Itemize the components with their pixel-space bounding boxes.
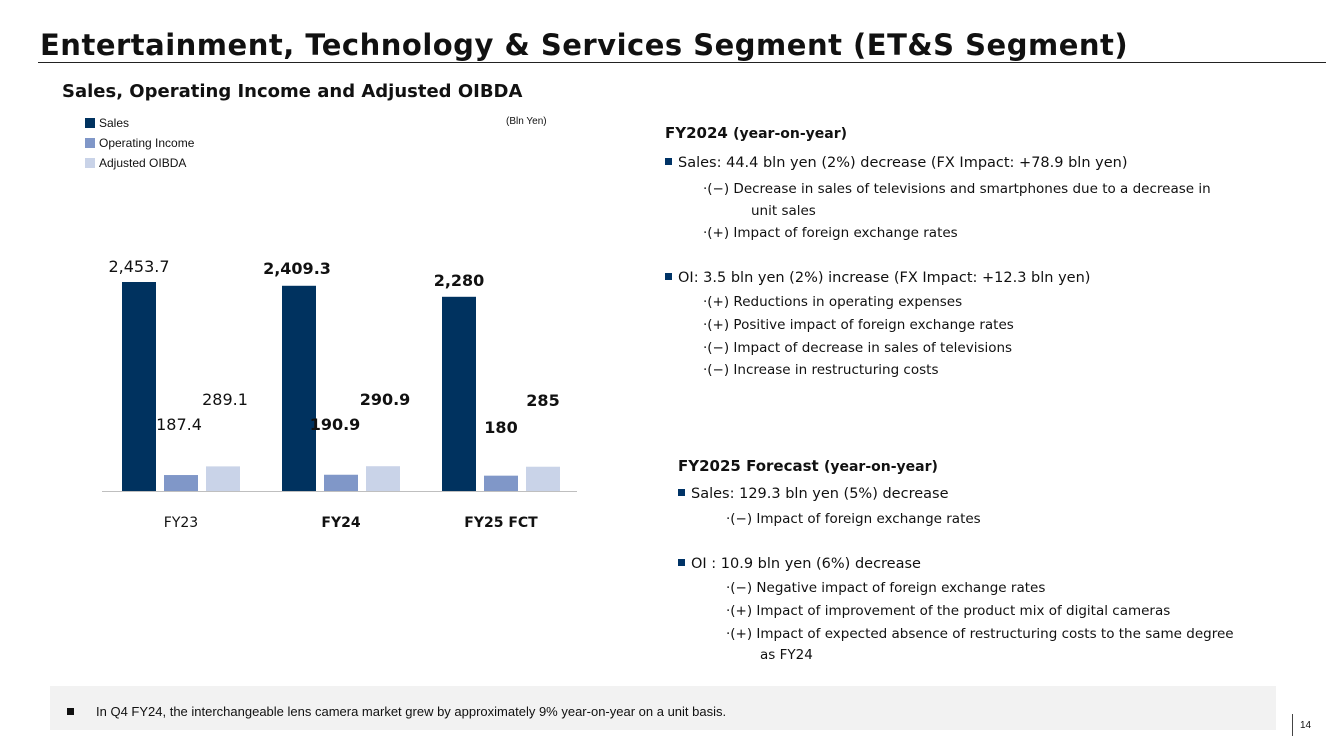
bar-operating-income-fy23	[164, 475, 198, 491]
data-label-operating-income-fy25-fct: 180	[484, 418, 517, 437]
legend-label-operating-income: Operating Income	[99, 136, 195, 150]
page-title: Entertainment, Technology & Services Seg…	[40, 28, 1129, 62]
legend-item-adjusted-oibda: Adjusted OIBDA	[85, 156, 186, 170]
data-label-operating-income-fy24: 190.9	[310, 415, 361, 434]
bar-adjusted-oibda-fy25-fct	[526, 466, 560, 491]
fy2024-sales-item-2: ·(+) Impact of foreign exchange rates	[703, 225, 958, 241]
legend-label-adjusted-oibda: Adjusted OIBDA	[99, 156, 187, 170]
data-label-adjusted-oibda-fy24: 290.9	[360, 390, 411, 409]
fy2025-sales-text: Sales: 129.3 bln yen (5%) decrease	[691, 486, 949, 502]
legend-swatch-sales	[85, 118, 95, 128]
fy2025-oi-bullet: OI : 10.9 bln yen (6%) decrease	[678, 556, 921, 572]
fy2025-heading: FY2025 Forecast (year-on-year)	[678, 457, 938, 475]
fy2024-heading: FY2024 (year-on-year)	[665, 124, 847, 142]
data-label-adjusted-oibda-fy23: 289.1	[202, 390, 248, 409]
data-label-sales-fy23: 2,453.7	[108, 257, 169, 276]
footer-note: In Q4 FY24, the interchangeable lens cam…	[96, 704, 727, 719]
footer-note-box	[50, 686, 1276, 730]
fy2024-oi-bullet: OI: 3.5 bln yen (2%) increase (FX Impact…	[665, 270, 1090, 286]
x-tick-label-fy24: FY24	[321, 515, 360, 531]
fy2025-sales-bullet: Sales: 129.3 bln yen (5%) decrease	[678, 486, 949, 502]
bullet-square-icon	[678, 489, 685, 496]
fy2024-oi-text: OI: 3.5 bln yen (2%) increase (FX Impact…	[678, 270, 1091, 286]
bar-adjusted-oibda-fy24	[366, 466, 400, 491]
bar-sales-fy25-fct	[442, 296, 476, 491]
fy2024-heading-sub: (year-on-year)	[733, 126, 848, 142]
fy2024-sales-item-1-cont: unit sales	[751, 203, 816, 219]
fy2025-heading-sub: (year-on-year)	[823, 459, 938, 475]
data-label-sales-fy25-fct: 2,280	[434, 271, 485, 290]
bar-operating-income-fy25-fct	[484, 475, 518, 491]
fy2024-oi-item-3: ·(−) Impact of decrease in sales of tele…	[703, 340, 1013, 356]
fy2024-heading-main: FY2024	[665, 124, 728, 142]
fy2025-oi-item-3-cont: as FY24	[760, 647, 813, 663]
x-tick-label-fy25-fct: FY25 FCT	[464, 515, 538, 531]
fy2024-oi-item-2: ·(+) Positive impact of foreign exchange…	[703, 317, 1014, 333]
title-divider	[38, 62, 1326, 63]
data-label-sales-fy24: 2,409.3	[263, 259, 331, 278]
fy2025-oi-item-1: ·(−) Negative impact of foreign exchange…	[726, 580, 1046, 596]
fy2024-oi-item-4: ·(−) Increase in restructuring costs	[703, 362, 939, 378]
bullet-square-icon	[665, 273, 672, 280]
legend-swatch-operating-income	[85, 138, 95, 148]
bullet-square-icon	[678, 559, 685, 566]
bar-sales-fy23	[122, 282, 156, 491]
legend-label-sales: Sales	[99, 116, 130, 130]
fy2024-sales-item-1: ·(−) Decrease in sales of televisions an…	[703, 181, 1211, 197]
bar-operating-income-fy24	[324, 474, 358, 491]
fy2024-sales-text: Sales: 44.4 bln yen (2%) decrease (FX Im…	[678, 155, 1128, 171]
page-number: 14	[1300, 720, 1312, 731]
bar-sales-fy24	[282, 285, 316, 491]
footer-square	[67, 708, 74, 715]
fy2025-sales-item-1: ·(−) Impact of foreign exchange rates	[726, 511, 981, 527]
page-number-divider	[1292, 714, 1293, 736]
fy2024-oi-item-1: ·(+) Reductions in operating expenses	[703, 294, 963, 310]
data-label-operating-income-fy23: 187.4	[156, 415, 202, 434]
x-tick-label-fy23: FY23	[164, 515, 198, 531]
legend-item-operating-income: Operating Income	[85, 136, 194, 150]
fy2025-heading-main: FY2025 Forecast	[678, 457, 819, 475]
legend-item-sales: Sales	[85, 116, 129, 130]
data-label-adjusted-oibda-fy25-fct: 285	[526, 391, 559, 410]
legend-swatch-adjusted-oibda	[85, 158, 95, 168]
bar-adjusted-oibda-fy23	[206, 466, 240, 491]
bullet-square-icon	[665, 158, 672, 165]
fy2025-oi-item-3: ·(+) Impact of expected absence of restr…	[726, 626, 1234, 642]
chart-title: Sales, Operating Income and Adjusted OIB…	[62, 81, 523, 102]
fy2025-oi-text: OI : 10.9 bln yen (6%) decrease	[691, 556, 921, 572]
unit-label: (Bln Yen)	[506, 116, 547, 127]
fy2025-oi-item-2: ·(+) Impact of improvement of the produc…	[726, 603, 1171, 619]
fy2024-sales-bullet: Sales: 44.4 bln yen (2%) decrease (FX Im…	[665, 155, 1127, 171]
